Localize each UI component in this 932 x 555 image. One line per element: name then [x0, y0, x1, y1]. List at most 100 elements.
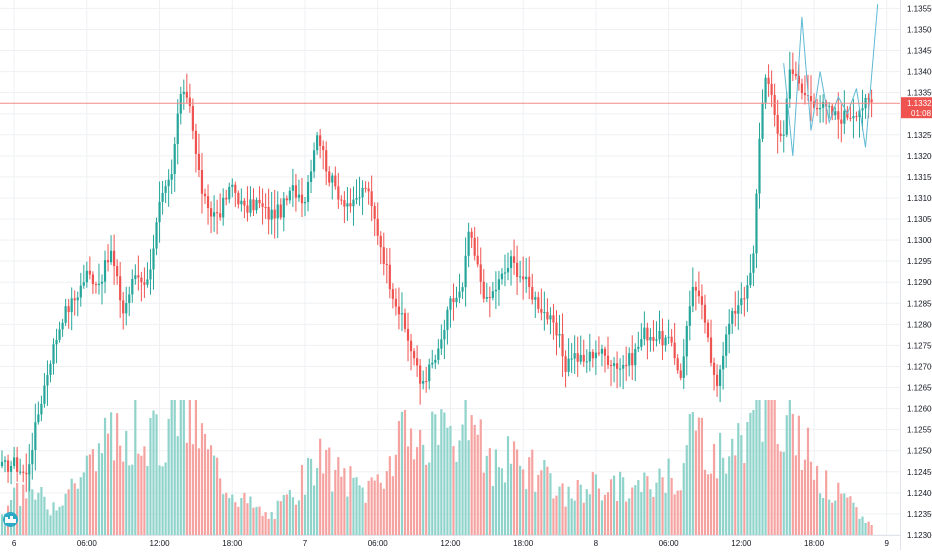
candle-body [516, 262, 519, 277]
candle-body [858, 110, 861, 117]
candle-body [461, 287, 464, 292]
candle-body [79, 285, 82, 298]
candle-body [88, 270, 91, 275]
volume-bar [119, 445, 122, 535]
candle-body [149, 269, 152, 280]
time-tick-label: 06:00 [77, 539, 98, 548]
volume-bar [637, 480, 640, 535]
time-tick-label: 18:00 [513, 539, 534, 548]
volume-bar [219, 478, 222, 535]
candle-body [125, 303, 128, 314]
volume-bar [34, 499, 37, 535]
candle-body [588, 351, 591, 362]
candle-body [622, 364, 625, 369]
candle-body [582, 354, 585, 362]
time-tick-label: 12:00 [440, 539, 461, 548]
volume-bar [519, 465, 522, 535]
price-tick-label: 1.12600 [907, 405, 932, 414]
candle-body [188, 97, 191, 107]
volume-bar [425, 464, 428, 535]
candle-body [870, 99, 873, 103]
volume-bar [661, 477, 664, 535]
volume-bar [94, 471, 98, 535]
candle-body [55, 339, 58, 345]
time-tick-label: 12:00 [150, 539, 171, 548]
volume-bar [306, 457, 310, 535]
volume-bar [343, 468, 346, 535]
volume-bar [409, 428, 413, 535]
candle-body [309, 171, 313, 183]
tradingview-logo-icon[interactable] [3, 512, 18, 527]
time-tick-label: 06:00 [368, 539, 389, 548]
volume-bar [22, 484, 25, 535]
candle-body [264, 206, 267, 208]
candle-body [725, 334, 728, 356]
candle-body [519, 276, 522, 278]
volume-bar [573, 500, 576, 535]
candle-body [497, 279, 501, 290]
volume-bar [55, 510, 58, 535]
candle-body [785, 98, 788, 135]
volume-bar [497, 467, 501, 535]
volume-bar [231, 494, 234, 535]
candle-body [70, 298, 73, 313]
volume-bar [652, 496, 655, 535]
price-tick-label: 1.12900 [907, 278, 932, 287]
volume-bar [625, 501, 628, 535]
volume-bar [797, 415, 800, 535]
candle-body [767, 77, 770, 85]
candle-body [612, 363, 616, 366]
volume-bar [73, 483, 76, 535]
candle-body [270, 209, 273, 220]
candle-body [837, 111, 840, 120]
candle-body [488, 297, 491, 299]
candle-body [455, 297, 458, 303]
candle-body [800, 83, 804, 94]
volume-bar [761, 441, 764, 535]
volume-bar [734, 455, 737, 535]
volume-bar [455, 461, 458, 535]
candle-body [434, 359, 437, 363]
candle-body [643, 327, 646, 340]
volume-bar [403, 409, 407, 535]
candle-body [300, 194, 304, 204]
candle-body [382, 247, 385, 264]
volume-bar [482, 472, 485, 535]
volume-bar [719, 432, 722, 535]
volume-bar [800, 470, 804, 535]
candle-body [331, 175, 334, 183]
candle-body [522, 276, 525, 280]
candle-body [116, 266, 119, 277]
candle-body [473, 237, 476, 256]
volume-bar [379, 482, 382, 535]
candle-body [861, 108, 864, 111]
candle-body [43, 385, 46, 404]
volume-bar [788, 400, 791, 535]
candle-body [546, 312, 549, 320]
candle-body [76, 297, 79, 301]
candle-body [173, 144, 176, 175]
candle-body [161, 192, 164, 202]
volume-bar [270, 511, 273, 535]
candle-body [258, 199, 261, 204]
candle-body [573, 353, 576, 359]
candle-body [240, 200, 243, 205]
volume-bar [400, 411, 404, 535]
candle-body [631, 353, 634, 366]
volume-bar [194, 400, 198, 535]
candle-body [697, 290, 700, 297]
candle-body [267, 206, 270, 220]
candle-body [122, 300, 125, 314]
volume-bar [149, 418, 152, 535]
candle-body [103, 260, 107, 282]
candle-body [794, 73, 797, 76]
candle-body [706, 322, 710, 338]
candle-body [849, 117, 852, 119]
candle-body [715, 374, 719, 386]
candle-body [346, 203, 349, 207]
candle-body [549, 315, 552, 320]
candle-body [694, 286, 697, 291]
volume-bar [703, 469, 707, 535]
